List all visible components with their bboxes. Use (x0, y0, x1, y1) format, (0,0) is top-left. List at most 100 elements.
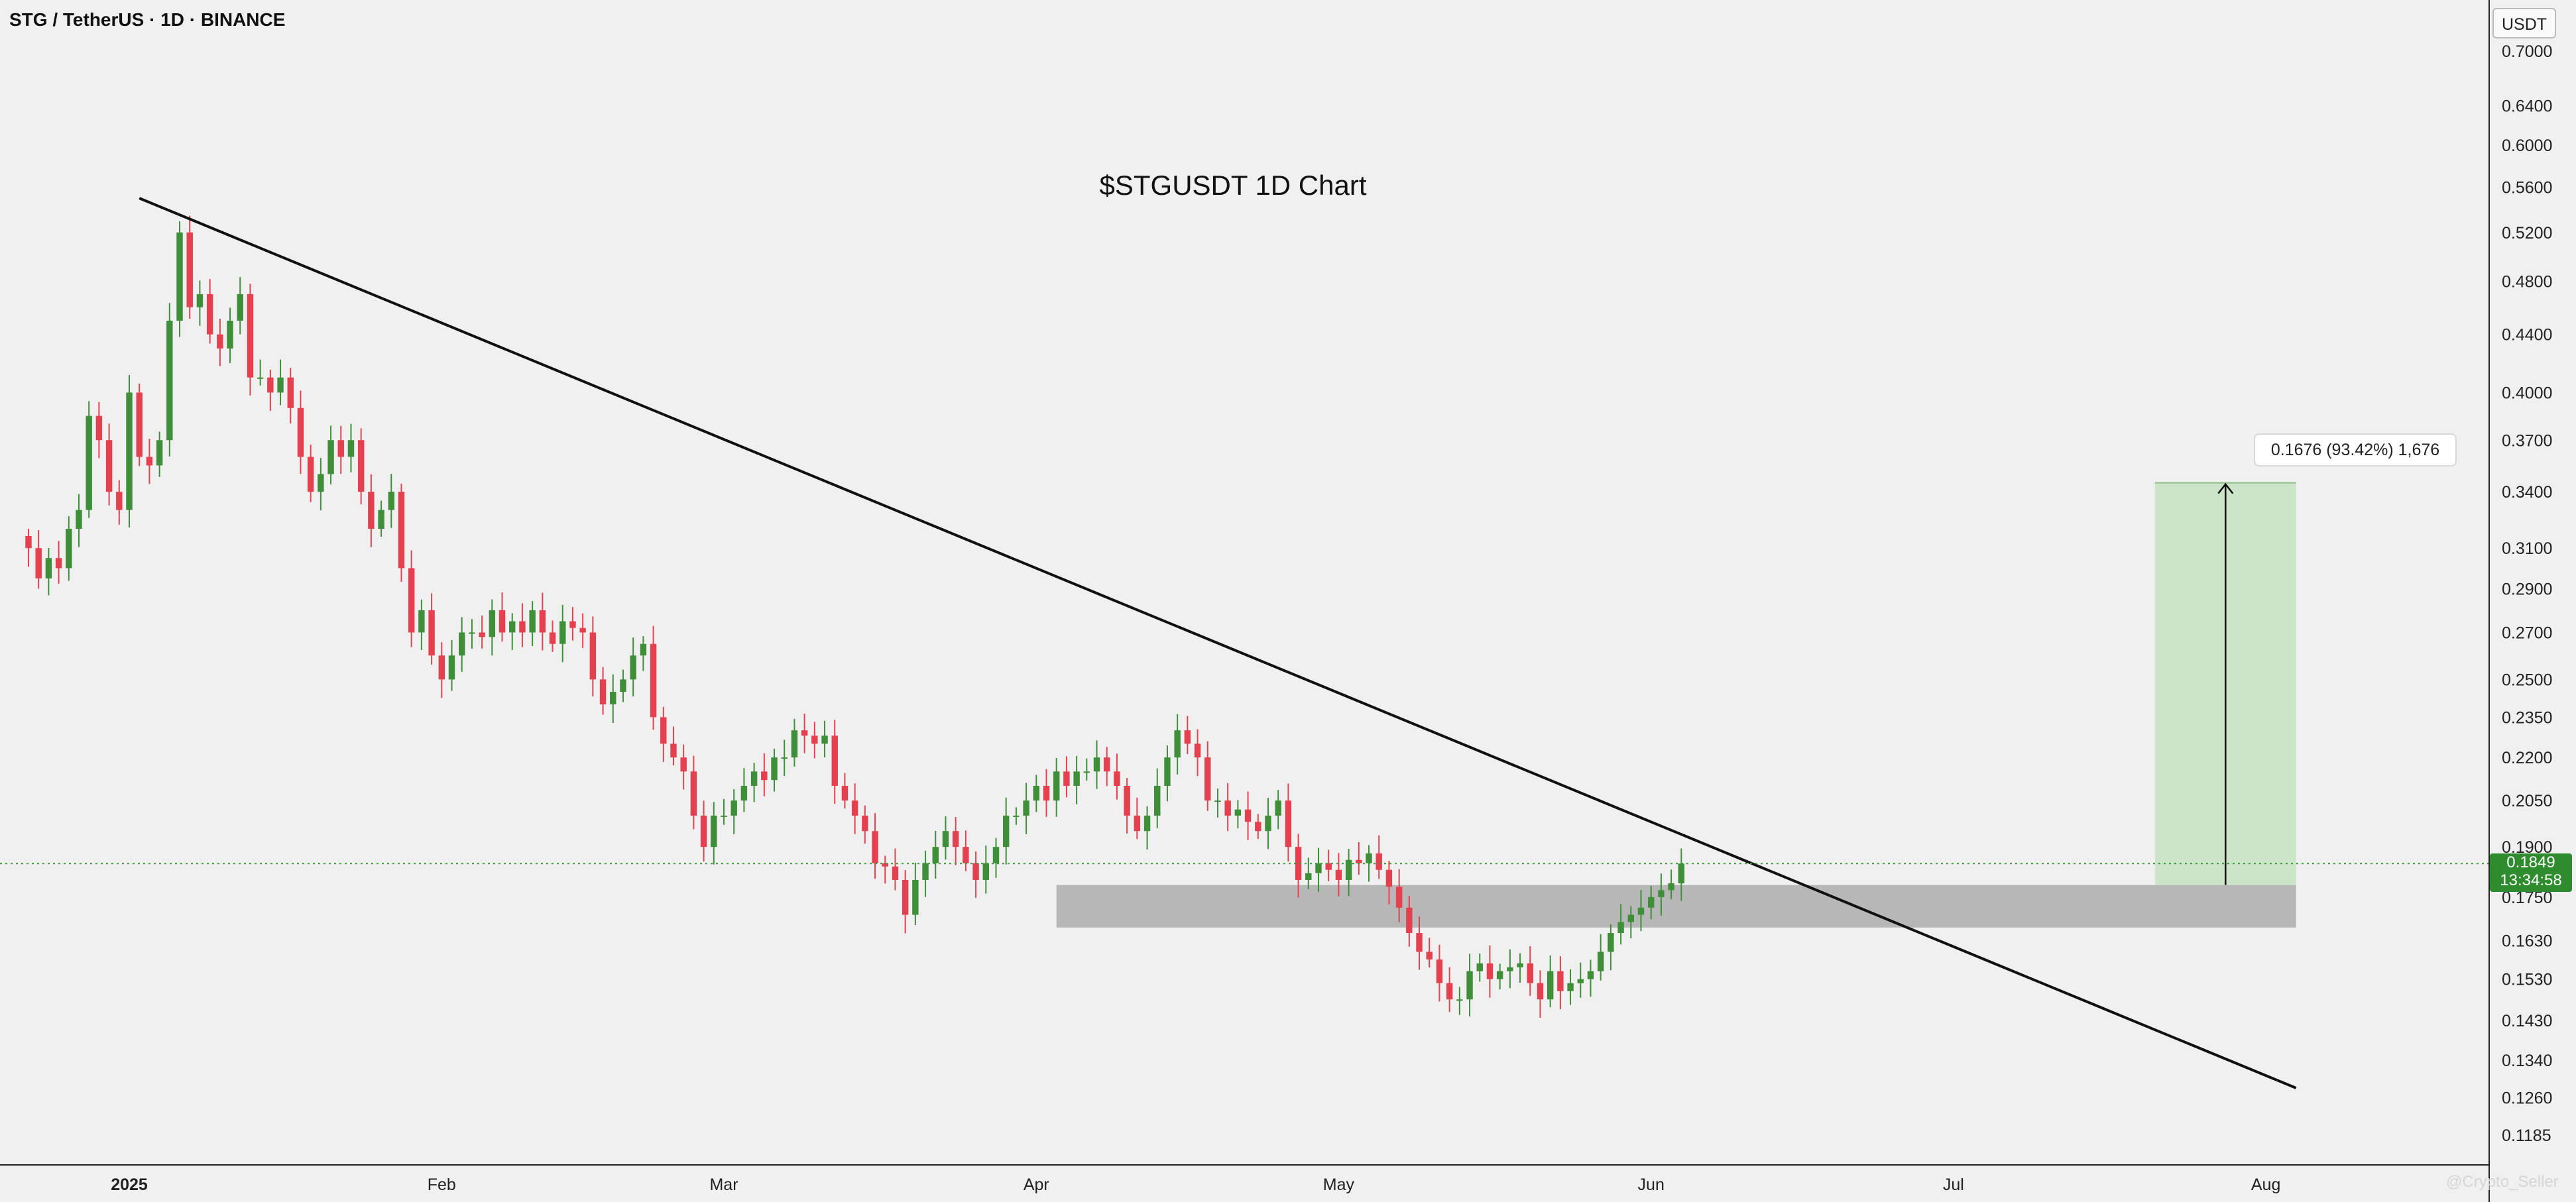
candle (1154, 768, 1161, 828)
candle-body (1547, 971, 1554, 1000)
candle-body (509, 621, 516, 633)
candle-body (579, 628, 586, 633)
candle-body (539, 610, 546, 633)
candle (670, 726, 677, 766)
candle (1134, 797, 1141, 840)
candle (599, 667, 607, 715)
candle-body (1587, 971, 1594, 979)
candle-body (922, 863, 929, 880)
candle-body (1335, 869, 1342, 880)
candle-body (388, 492, 395, 510)
candle (781, 739, 788, 777)
candle-body (1466, 971, 1473, 1000)
candle (388, 473, 395, 528)
candle-body (1658, 890, 1665, 897)
candle-body (378, 510, 384, 529)
candle-body (408, 568, 415, 633)
currency-button[interactable]: USDT (2492, 8, 2556, 38)
candle-body (1617, 922, 1624, 934)
candle (1053, 757, 1060, 817)
candle (992, 838, 1000, 878)
candle-body (912, 879, 919, 915)
candle (1002, 797, 1010, 865)
candle-body (469, 632, 475, 634)
candle (1023, 783, 1029, 834)
price-tick-label: 0.2900 (2502, 580, 2552, 599)
price-axis[interactable]: 0.7000 0.6400 0.6000 0.5600 0.5200 0.4800 0.44… (2502, 42, 2552, 1145)
candle-body (1527, 963, 1533, 983)
candle (1557, 956, 1564, 1010)
price-tick-label: 0.2050 (2502, 792, 2552, 810)
candle-body (731, 800, 737, 816)
candle-body (1376, 853, 1382, 870)
candle-body (1154, 785, 1161, 816)
candle (1063, 756, 1070, 798)
candle (136, 384, 143, 466)
candle (428, 593, 435, 665)
candle (892, 848, 899, 891)
candle-body (489, 610, 496, 637)
candle-body (1637, 907, 1645, 915)
candle (176, 221, 183, 337)
candle (105, 423, 113, 506)
candle-body (25, 535, 32, 549)
candle-body (337, 440, 344, 457)
candle-body (35, 548, 42, 578)
candle (559, 604, 566, 663)
candle (408, 550, 415, 647)
candle-body (146, 457, 153, 466)
candle (1234, 800, 1242, 828)
candle-body (670, 743, 677, 758)
candle (368, 474, 375, 547)
candle-body (1446, 983, 1453, 1000)
candle-body (66, 528, 72, 569)
candle-body (95, 415, 103, 441)
candle-body (791, 730, 798, 758)
price-tick-label: 0.2500 (2502, 671, 2552, 689)
candle (882, 855, 888, 884)
candle-body (559, 621, 566, 644)
candle-body (620, 679, 626, 692)
candle-body (1395, 887, 1403, 908)
candle-body (398, 492, 405, 569)
candle-body (1124, 785, 1130, 816)
candle (1043, 769, 1050, 817)
candle-body (942, 831, 949, 847)
candle (821, 720, 828, 758)
candle (267, 370, 274, 411)
candle-body (287, 377, 294, 408)
candle-body (841, 785, 849, 801)
candle-body (1224, 800, 1231, 816)
candle (1093, 740, 1100, 789)
candle (1244, 791, 1252, 840)
candle-body (1517, 963, 1523, 967)
candle-body (1567, 983, 1574, 991)
candle (1567, 969, 1574, 1005)
candle (66, 516, 72, 581)
time-axis[interactable]: 2025 Feb Mar Apr May Jun Jul Aug (111, 1175, 2280, 1194)
candle-body (1486, 963, 1493, 979)
candle (630, 637, 636, 696)
candle-body (831, 736, 838, 786)
candle-body (549, 632, 556, 644)
candle (1597, 934, 1604, 981)
price-tick-label: 0.4800 (2502, 273, 2552, 292)
candle-body (690, 771, 697, 816)
candle (1305, 857, 1312, 889)
candle (498, 592, 506, 642)
candle-body (1063, 771, 1070, 786)
candle-body (1597, 952, 1604, 971)
candle (721, 798, 727, 825)
candle (902, 869, 909, 934)
symbol-label[interactable]: STG / TetherUS · 1D · BINANCE (9, 9, 286, 30)
candle (489, 599, 496, 656)
candle (247, 284, 254, 396)
candle (1385, 861, 1393, 904)
candle-body (1557, 971, 1564, 991)
price-tick-label: 0.4000 (2502, 384, 2552, 402)
candle-body (206, 294, 213, 335)
candle-body (1305, 873, 1312, 880)
candle (1486, 945, 1493, 998)
candle-body (1104, 757, 1110, 772)
